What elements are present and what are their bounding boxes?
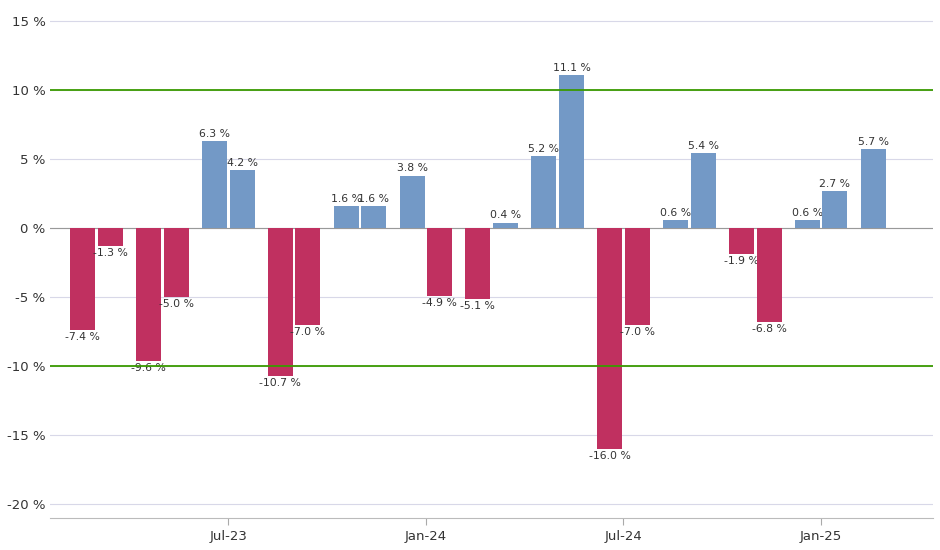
Bar: [822, 191, 848, 228]
Bar: [229, 170, 255, 228]
Bar: [295, 228, 321, 325]
Text: -5.0 %: -5.0 %: [159, 299, 194, 309]
Bar: [98, 228, 123, 246]
Text: 5.7 %: 5.7 %: [857, 137, 888, 147]
Bar: [164, 228, 189, 297]
Text: 3.8 %: 3.8 %: [397, 163, 428, 173]
Bar: [334, 206, 359, 228]
Text: -10.7 %: -10.7 %: [259, 378, 301, 388]
Bar: [531, 156, 556, 228]
Text: 1.6 %: 1.6 %: [331, 194, 362, 204]
Bar: [861, 149, 885, 228]
Bar: [465, 228, 491, 299]
Bar: [70, 228, 95, 331]
Text: -7.0 %: -7.0 %: [619, 327, 655, 337]
Bar: [136, 228, 161, 361]
Text: 0.4 %: 0.4 %: [490, 211, 521, 221]
Bar: [559, 75, 584, 228]
Text: -5.1 %: -5.1 %: [461, 301, 495, 311]
Bar: [202, 141, 227, 228]
Bar: [400, 175, 425, 228]
Text: 1.6 %: 1.6 %: [358, 194, 389, 204]
Text: -7.0 %: -7.0 %: [290, 327, 325, 337]
Bar: [691, 153, 715, 228]
Bar: [663, 220, 688, 228]
Text: -6.8 %: -6.8 %: [752, 324, 787, 334]
Bar: [494, 223, 518, 228]
Bar: [361, 206, 386, 228]
Text: -7.4 %: -7.4 %: [65, 332, 101, 343]
Text: -16.0 %: -16.0 %: [588, 451, 631, 461]
Bar: [625, 228, 650, 325]
Bar: [728, 228, 754, 254]
Text: 11.1 %: 11.1 %: [553, 63, 590, 73]
Text: 0.6 %: 0.6 %: [791, 208, 822, 218]
Text: 6.3 %: 6.3 %: [199, 129, 230, 139]
Bar: [794, 220, 820, 228]
Text: 0.6 %: 0.6 %: [660, 208, 691, 218]
Text: 5.2 %: 5.2 %: [528, 144, 559, 154]
Text: 2.7 %: 2.7 %: [820, 179, 851, 189]
Text: 5.4 %: 5.4 %: [688, 141, 719, 151]
Bar: [268, 228, 293, 376]
Text: -4.9 %: -4.9 %: [422, 298, 457, 308]
Bar: [757, 228, 781, 322]
Bar: [427, 228, 452, 296]
Bar: [597, 228, 622, 449]
Text: 4.2 %: 4.2 %: [227, 158, 258, 168]
Text: -1.3 %: -1.3 %: [93, 248, 128, 258]
Text: -1.9 %: -1.9 %: [724, 256, 759, 266]
Text: -9.6 %: -9.6 %: [132, 363, 166, 373]
